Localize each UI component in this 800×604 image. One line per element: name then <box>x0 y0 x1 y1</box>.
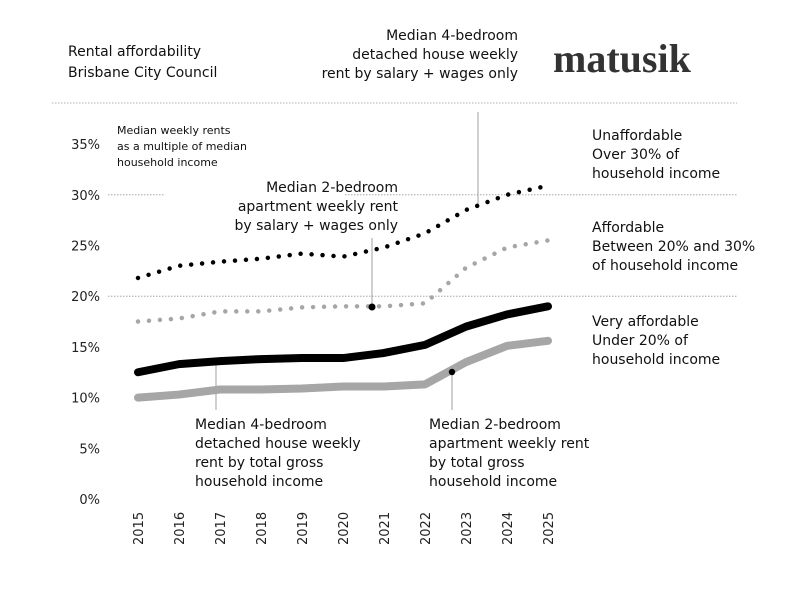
y-tick-label: 15% <box>71 341 100 356</box>
series-2 <box>138 240 548 321</box>
annotation-4bed-salary: Median 4-bedroom detached house weekly r… <box>322 28 518 82</box>
chart-subtitle: Brisbane City Council <box>68 65 217 81</box>
annotation-line: rent by salary + wages only <box>322 66 518 82</box>
y-tick-label: 35% <box>71 138 100 153</box>
band-label: Very affordable <box>592 314 699 330</box>
x-tick-label: 2021 <box>378 512 393 545</box>
annotation-line: apartment weekly rent <box>429 436 590 452</box>
annotation-line: household income <box>195 474 323 490</box>
x-tick-label: 2015 <box>132 512 147 545</box>
band-desc: Between 20% and 30% <box>592 239 755 255</box>
band-desc: household income <box>592 166 720 182</box>
annotation-line: rent by total gross <box>195 455 323 471</box>
matusik-logo: matusik <box>553 36 692 81</box>
y-tick-label: 0% <box>79 493 100 508</box>
band-very-affordable: Very affordable Under 20% of household i… <box>592 314 720 368</box>
band-desc: Over 30% of <box>592 147 680 163</box>
band-affordable: Affordable Between 20% and 30% of househ… <box>592 220 755 274</box>
note-line: as a multiple of median <box>117 140 247 153</box>
annotation-line: Median 4-bedroom <box>386 28 518 44</box>
x-tick-label: 2018 <box>255 512 270 545</box>
x-tick-label: 2025 <box>542 512 557 545</box>
annotation-marker <box>369 304 376 311</box>
annotation-line: detached house weekly <box>352 47 518 63</box>
y-tick-label: 5% <box>79 442 100 457</box>
subtitle-note: Median weekly rents as a multiple of med… <box>117 124 247 169</box>
annotation-2bed-salary: Median 2-bedroom apartment weekly rent b… <box>234 180 398 234</box>
series-line <box>138 341 548 398</box>
x-tick-label: 2019 <box>296 512 311 545</box>
note-line: household income <box>117 156 218 169</box>
series-line <box>138 306 548 372</box>
series-line <box>138 240 548 321</box>
annotation-line: by total gross <box>429 455 525 471</box>
y-tick-label: 25% <box>71 240 100 255</box>
annotation-line: Median 4-bedroom <box>195 417 327 433</box>
x-tick-label: 2023 <box>460 512 475 545</box>
band-desc: household income <box>592 352 720 368</box>
band-label: Affordable <box>592 220 664 236</box>
annotation-line: detached house weekly <box>195 436 361 452</box>
band-desc: of household income <box>592 258 738 274</box>
x-tick-label: 2024 <box>501 512 516 545</box>
band-desc: Under 20% of <box>592 333 689 349</box>
annotation-line: by salary + wages only <box>234 218 398 234</box>
band-unaffordable: Unaffordable Over 30% of household incom… <box>592 128 720 182</box>
annotation-4bed-gross: Median 4-bedroom detached house weekly r… <box>195 417 361 490</box>
x-tick-label: 2017 <box>214 512 229 545</box>
note-line: Median weekly rents <box>117 124 231 137</box>
x-tick-label: 2016 <box>173 512 188 545</box>
chart-title: Rental affordability <box>68 44 201 60</box>
series-3 <box>138 306 548 372</box>
annotation-line: Median 2-bedroom <box>266 180 398 196</box>
series-4 <box>138 341 548 398</box>
annotation-line: Median 2-bedroom <box>429 417 561 433</box>
x-tick-label: 2020 <box>337 512 352 545</box>
y-tick-label: 20% <box>71 290 100 305</box>
annotation-line: apartment weekly rent <box>238 199 399 215</box>
band-label: Unaffordable <box>592 128 682 144</box>
annotation-line: household income <box>429 474 557 490</box>
x-tick-label: 2022 <box>419 512 434 545</box>
annotation-marker <box>449 369 455 375</box>
y-tick-label: 10% <box>71 392 100 407</box>
y-tick-label: 30% <box>71 189 100 204</box>
annotation-2bed-gross: Median 2-bedroom apartment weekly rent b… <box>429 417 590 490</box>
